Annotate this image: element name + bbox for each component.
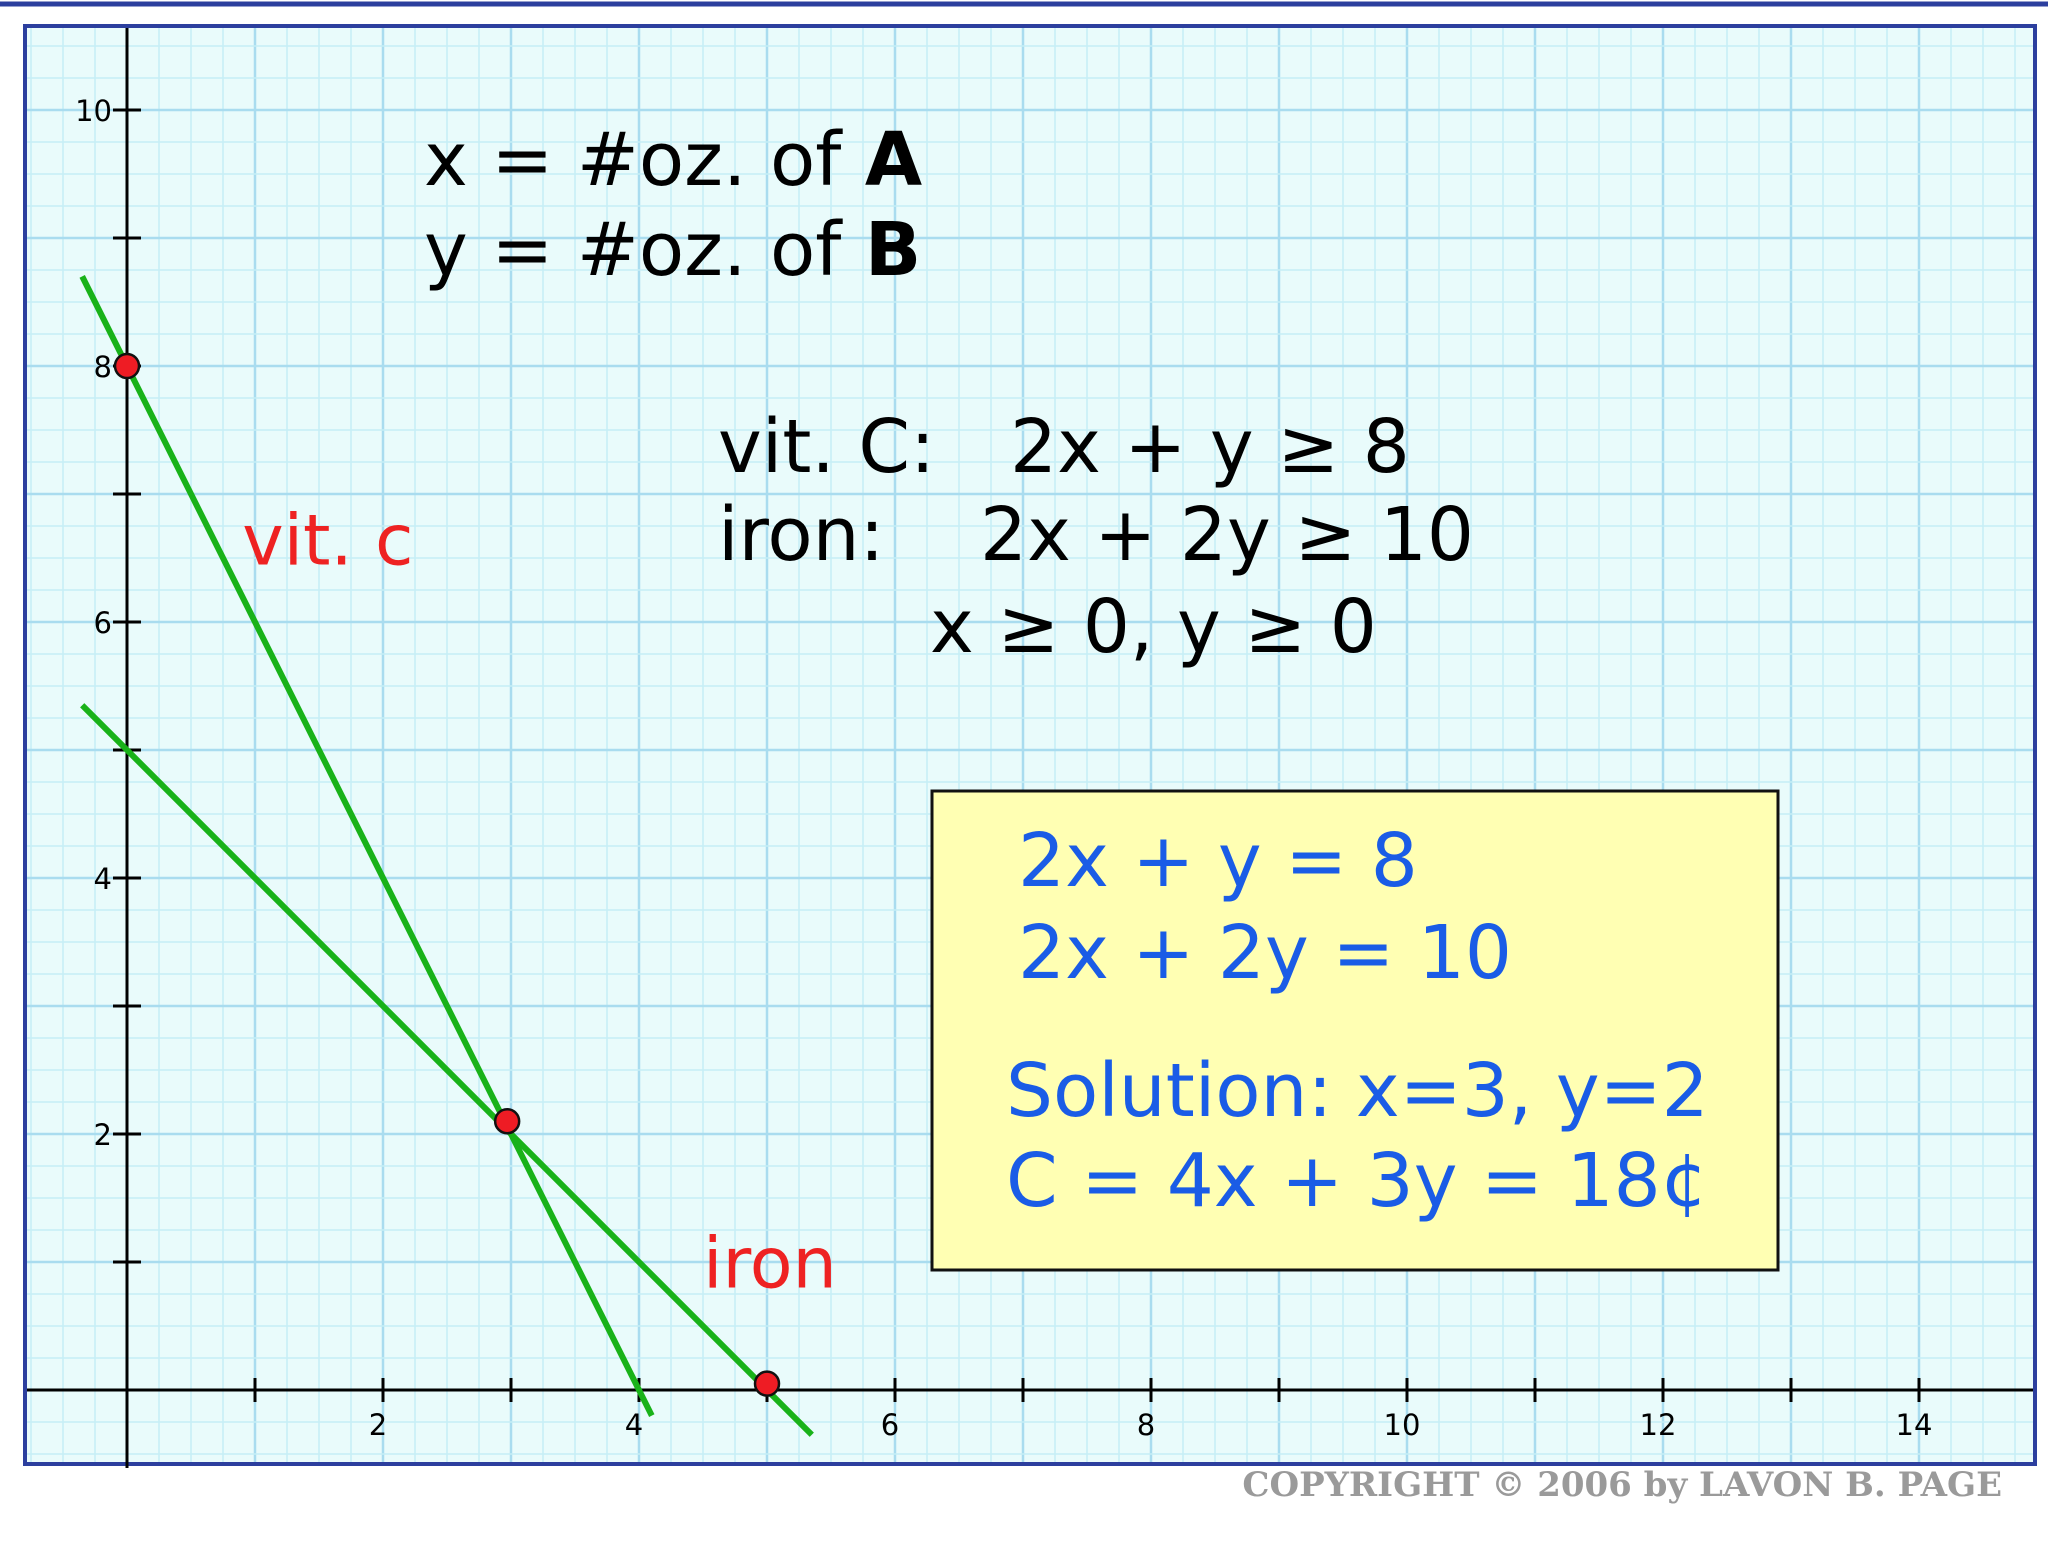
solution-eq2: 2x + 2y = 10 [1018, 910, 1512, 996]
iron-constraint-label: iron: [718, 492, 884, 578]
x-tick-label: 14 [1896, 1408, 1933, 1442]
line-label-vitc: vit. c [242, 499, 413, 581]
x-definition: x = #oz. of A [424, 117, 922, 203]
y-definition-bold: B [865, 207, 921, 293]
x-tick-label: 8 [1137, 1408, 1155, 1442]
solution-box: 2x + y = 8 2x + 2y = 10 Solution: x=3, y… [930, 789, 1780, 1272]
nonneg-constraint: x ≥ 0, y ≥ 0 [930, 584, 1377, 670]
y-tick-label: 10 [75, 94, 112, 128]
vitc-constraint-label: vit. C: [718, 404, 935, 490]
vitc-line [79, 275, 655, 1417]
corner-point [753, 1370, 781, 1397]
copyright-notice: COPYRIGHT © 2006 by LAVON B. PAGE [1242, 1465, 2002, 1505]
y-tick-label: 4 [94, 862, 112, 896]
solution-values: Solution: x=3, y=2 [1006, 1048, 1709, 1134]
x-tick-label: 10 [1384, 1408, 1421, 1442]
x-definition-text: x = #oz. of [424, 117, 865, 203]
corner-points [113, 352, 781, 1397]
solution-cost: C = 4x + 3y = 18¢ [1006, 1138, 1708, 1224]
x-tick-label: 2 [369, 1408, 387, 1442]
corner-point [113, 352, 141, 380]
y-tick-label: 8 [94, 350, 112, 384]
iron-constraint-expr: 2x + 2y ≥ 10 [980, 492, 1474, 578]
x-definition-bold: A [865, 117, 922, 203]
solution-eq1: 2x + y = 8 [1018, 818, 1418, 904]
line-label-iron: iron [703, 1223, 837, 1305]
ticks [113, 108, 1921, 1402]
y-definition: y = #oz. of B [424, 207, 921, 293]
x-tick-label: 12 [1640, 1408, 1677, 1442]
vitc-constraint-expr: 2x + y ≥ 8 [1010, 404, 1410, 490]
iron-line [80, 703, 814, 1437]
solution-box-background [930, 789, 1780, 1272]
y-definition-text: y = #oz. of [424, 207, 865, 293]
x-tick-label: 6 [881, 1408, 899, 1442]
constraint-lines [79, 275, 814, 1437]
x-tick-label: 4 [625, 1408, 643, 1442]
tick-labels: 2 4 6 8 10 12 14 2 4 6 8 10 [75, 94, 1932, 1442]
y-tick-label: 6 [94, 606, 112, 640]
corner-point [493, 1107, 521, 1135]
y-tick-label: 2 [94, 1118, 112, 1152]
